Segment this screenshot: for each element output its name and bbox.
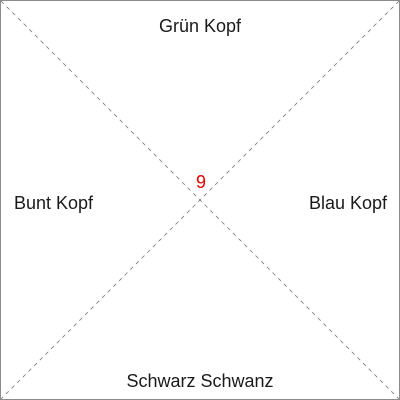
edge-label-left: Bunt Kopf	[14, 193, 94, 213]
edge-label-right: Blau Kopf	[308, 193, 387, 213]
tile-number: 9	[195, 172, 206, 192]
edge-label-top: Grün Kopf	[158, 16, 242, 36]
edge-label-bottom: Schwarz Schwanz	[126, 371, 274, 391]
